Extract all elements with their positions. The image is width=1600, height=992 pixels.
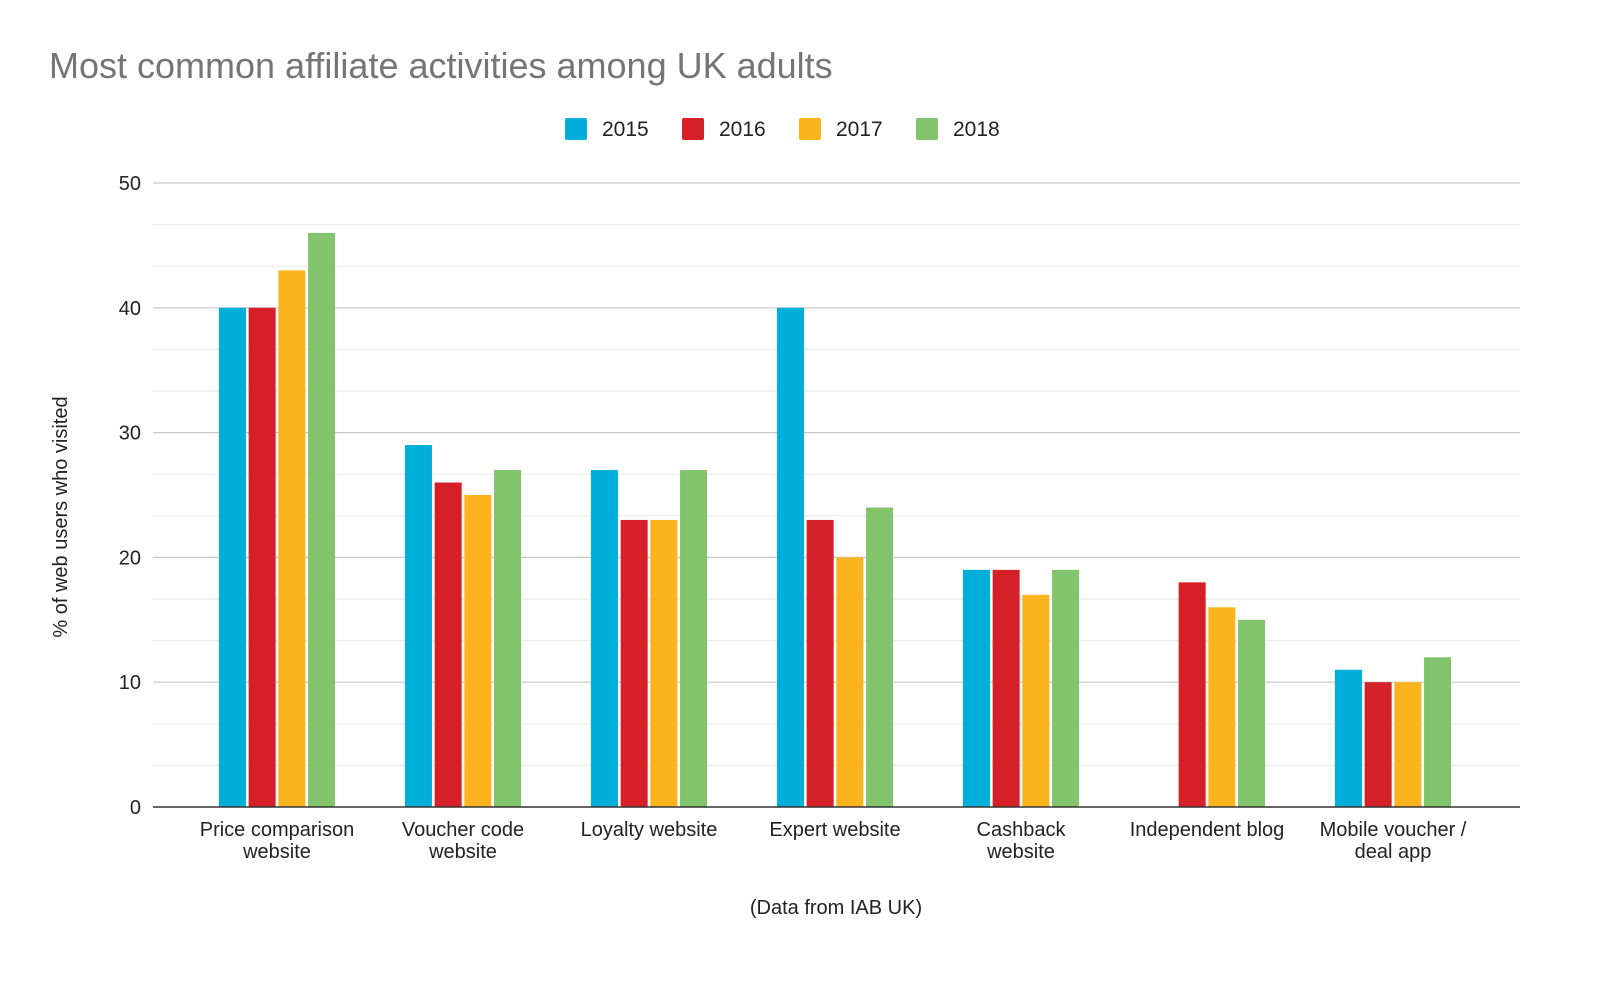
bar-2018-4 <box>1052 569 1080 807</box>
bar-2017-4 <box>1022 594 1050 807</box>
bar-2017-2 <box>650 519 678 807</box>
bar-2016-5 <box>1178 582 1206 807</box>
bar-2015-6 <box>1334 669 1362 807</box>
x-tick-label: Voucher code website <box>402 819 524 863</box>
bar-2017-0 <box>278 270 306 807</box>
x-axis-ticks: Price comparison website Voucher code websi… <box>200 819 1467 863</box>
legend-label-2016: 2016 <box>719 118 766 141</box>
bar-2018-0 <box>308 232 336 808</box>
chart-title: Most common affiliate activities among U… <box>49 45 833 86</box>
legend-swatch-2017 <box>799 118 821 140</box>
bar-2018-3 <box>866 507 894 807</box>
bar-2017-6 <box>1394 682 1422 807</box>
legend-label-2018: 2018 <box>953 118 1000 141</box>
x-tick-label: Price comparison website <box>200 819 355 863</box>
bar-2018-2 <box>680 470 708 807</box>
legend: 2015 2016 2017 2018 <box>565 118 1000 141</box>
x-tick-label: Mobile voucher / deal app <box>1320 819 1467 863</box>
x-axis-label: (Data from IAB UK) <box>750 897 922 919</box>
bar-2016-4 <box>992 569 1020 807</box>
bar-2015-4 <box>962 569 990 807</box>
bar-2017-5 <box>1208 607 1236 807</box>
bar-2017-3 <box>836 557 864 807</box>
x-tick-label: Independent blog <box>1130 819 1285 841</box>
legend-label-2017: 2017 <box>836 118 883 141</box>
bar-2016-1 <box>434 482 462 807</box>
y-tick-label: 0 <box>130 797 141 819</box>
y-tick-label: 20 <box>119 547 141 569</box>
legend-swatch-2015 <box>565 118 587 140</box>
x-tick-label: Expert website <box>769 819 900 841</box>
legend-label-2015: 2015 <box>602 118 649 141</box>
bar-2015-1 <box>404 445 432 807</box>
y-axis-ticks: 0 10 20 30 40 50 <box>119 173 141 819</box>
bars <box>218 232 1452 808</box>
bar-2016-6 <box>1364 682 1392 807</box>
y-tick-label: 40 <box>119 298 141 320</box>
y-tick-label: 50 <box>119 173 141 195</box>
bar-2018-6 <box>1424 657 1452 807</box>
bar-2016-3 <box>806 519 834 807</box>
bar-2018-5 <box>1238 619 1266 807</box>
bar-2016-2 <box>620 519 648 807</box>
x-tick-label: Loyalty website <box>581 819 718 841</box>
bar-2017-1 <box>464 495 492 807</box>
y-axis-label: % of web users who visited <box>50 396 72 637</box>
bar-2015-2 <box>590 470 618 807</box>
bar-2016-0 <box>248 307 276 807</box>
x-tick-label: Cashback website <box>977 819 1067 863</box>
legend-swatch-2018 <box>916 118 938 140</box>
y-tick-label: 10 <box>119 672 141 694</box>
legend-swatch-2016 <box>682 118 704 140</box>
bar-2018-1 <box>494 470 522 807</box>
bar-2015-3 <box>776 307 804 807</box>
y-tick-label: 30 <box>119 423 141 445</box>
bar-2015-0 <box>218 307 246 807</box>
